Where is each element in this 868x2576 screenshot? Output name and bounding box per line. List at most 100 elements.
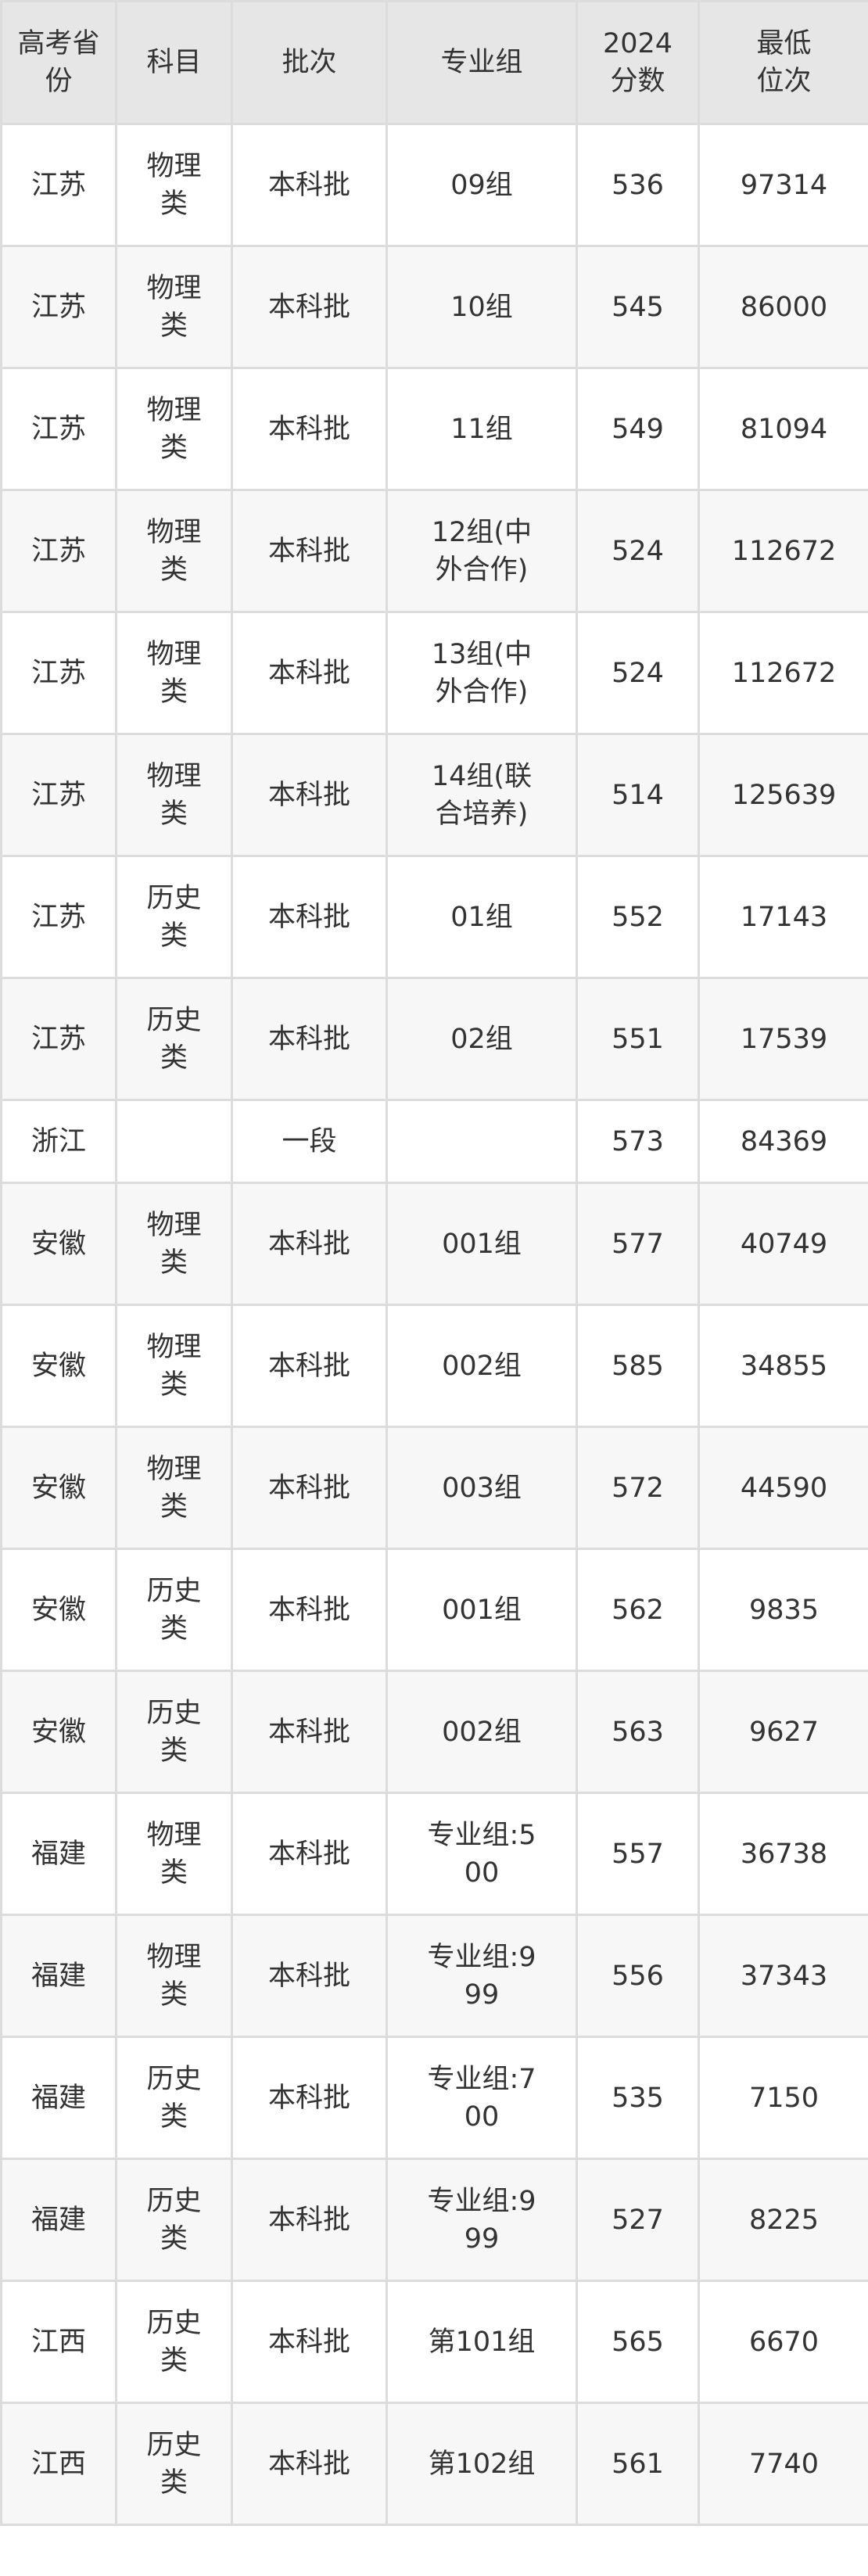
cell-batch: 本科批: [231, 2402, 388, 2526]
cell-text: 物理类: [146, 516, 202, 586]
cell-text: 37343: [740, 1960, 828, 1992]
cell-score-2024: 514: [576, 733, 700, 857]
cell-text: 7740: [748, 2448, 820, 2480]
cell-text: 第102组: [428, 2448, 536, 2480]
cell-text: 江苏: [30, 535, 86, 567]
cell-subject: 物理类: [115, 611, 233, 735]
cell-batch: 本科批: [231, 1182, 388, 1306]
cell-subject: 物理类: [115, 489, 233, 613]
cell-text: 01组: [450, 901, 513, 933]
cell-min-rank: 7740: [698, 2402, 868, 2526]
table-row: 江苏 物理类 本科批 09组 536 97314: [0, 123, 868, 247]
cell-text: 江苏: [30, 1023, 86, 1055]
cell-major-group: [386, 1099, 578, 1184]
cell-text: 本科批: [267, 1594, 350, 1626]
cell-text: 556: [612, 1960, 664, 1992]
cell-score-2024: 561: [576, 2402, 700, 2526]
cell-text: 585: [612, 1350, 664, 1382]
cell-text: 本科批: [267, 901, 350, 933]
cell-subject: 物理类: [115, 1792, 233, 1916]
cell-text: 本科批: [267, 1472, 350, 1504]
cell-min-rank: 125639: [698, 733, 868, 857]
header-label: 批次: [282, 47, 337, 78]
cell-text: 安徽: [30, 1350, 86, 1382]
cell-province: 江苏: [0, 855, 117, 979]
cell-major-group: 001组: [386, 1182, 578, 1306]
cell-text: 本科批: [267, 2204, 350, 2236]
cell-text: 本科批: [267, 1228, 350, 1260]
cell-major-group: 01组: [386, 855, 578, 979]
table-row: 安徽 物理类 本科批 002组 585 34855: [0, 1304, 868, 1428]
cell-province: 江苏: [0, 123, 117, 247]
cell-score-2024: 549: [576, 367, 700, 491]
table-row: 江苏 历史类 本科批 01组 552 17143: [0, 855, 868, 979]
cell-text: 6670: [748, 2326, 820, 2358]
cell-text: 物理类: [146, 638, 202, 708]
cell-text: 本科批: [267, 413, 350, 445]
cell-text: 09组: [450, 169, 513, 201]
cell-text: 历史类: [146, 2185, 202, 2255]
cell-major-group: 专业组:700: [386, 2036, 578, 2160]
cell-text: 13组(中外合作): [431, 638, 533, 708]
cell-score-2024: 585: [576, 1304, 700, 1428]
cell-min-rank: 9627: [698, 1670, 868, 1794]
cell-text: 本科批: [267, 291, 350, 323]
cell-text: 97314: [740, 169, 828, 201]
cell-text: 8225: [748, 2204, 820, 2236]
cell-text: 历史类: [146, 882, 202, 952]
header-subject: 科目: [115, 0, 233, 125]
cell-text: 44590: [740, 1472, 828, 1504]
cell-text: 历史类: [146, 1004, 202, 1074]
cell-text: 本科批: [267, 1350, 350, 1382]
cell-subject: 物理类: [115, 1182, 233, 1306]
cell-text: 577: [612, 1228, 664, 1260]
cell-text: 81094: [740, 413, 828, 445]
cell-text: 专业组:999: [427, 1941, 536, 2011]
cell-text: 物理类: [146, 394, 202, 464]
cell-min-rank: 84369: [698, 1099, 868, 1184]
cell-major-group: 003组: [386, 1426, 578, 1550]
table-row: 江苏 历史类 本科批 02组 551 17539: [0, 977, 868, 1101]
cell-text: 物理类: [146, 1331, 202, 1401]
cell-text: 572: [612, 1472, 664, 1504]
cell-text: 524: [612, 535, 664, 567]
cell-major-group: 专业组:500: [386, 1792, 578, 1916]
cell-major-group: 第102组: [386, 2402, 578, 2526]
table-header-row: 高考省份 科目 批次 专业组 2024分数 最低位次: [0, 0, 868, 125]
table-row: 江苏 物理类 本科批 11组 549 81094: [0, 367, 868, 491]
cell-subject: 历史类: [115, 2158, 233, 2282]
cell-major-group: 第101组: [386, 2280, 578, 2404]
cell-min-rank: 86000: [698, 245, 868, 369]
cell-text: 物理类: [146, 1453, 202, 1523]
cell-text: 514: [612, 779, 664, 811]
table-row: 安徽 物理类 本科批 003组 572 44590: [0, 1426, 868, 1550]
cell-subject: 物理类: [115, 1426, 233, 1550]
table-row: 福建 历史类 本科批 专业组:999 527 8225: [0, 2158, 868, 2282]
cell-text: 历史类: [146, 1575, 202, 1645]
cell-text: 本科批: [267, 2448, 350, 2480]
cell-batch: 本科批: [231, 733, 388, 857]
cell-text: 物理类: [146, 1209, 202, 1279]
cell-subject: 物理类: [115, 123, 233, 247]
cell-text: 563: [612, 1716, 664, 1748]
cell-subject: 历史类: [115, 855, 233, 979]
cell-text: 524: [612, 657, 664, 689]
cell-province: 江苏: [0, 245, 117, 369]
cell-score-2024: 565: [576, 2280, 700, 2404]
cell-min-rank: 9835: [698, 1548, 868, 1672]
cell-batch: 本科批: [231, 2280, 388, 2404]
cell-text: 福建: [30, 1838, 86, 1870]
cell-province: 江西: [0, 2280, 117, 2404]
header-major-group: 专业组: [386, 0, 578, 125]
cell-text: 物理类: [146, 1819, 202, 1889]
cell-text: 7150: [748, 2082, 820, 2114]
cell-score-2024: 524: [576, 489, 700, 613]
cell-text: 福建: [30, 2082, 86, 2114]
cell-text: 专业组:700: [427, 2063, 536, 2133]
cell-subject: 历史类: [115, 1548, 233, 1672]
cell-text: 安徽: [30, 1594, 86, 1626]
cell-min-rank: 112672: [698, 489, 868, 613]
cell-major-group: 10组: [386, 245, 578, 369]
header-label: 2024分数: [602, 28, 673, 97]
